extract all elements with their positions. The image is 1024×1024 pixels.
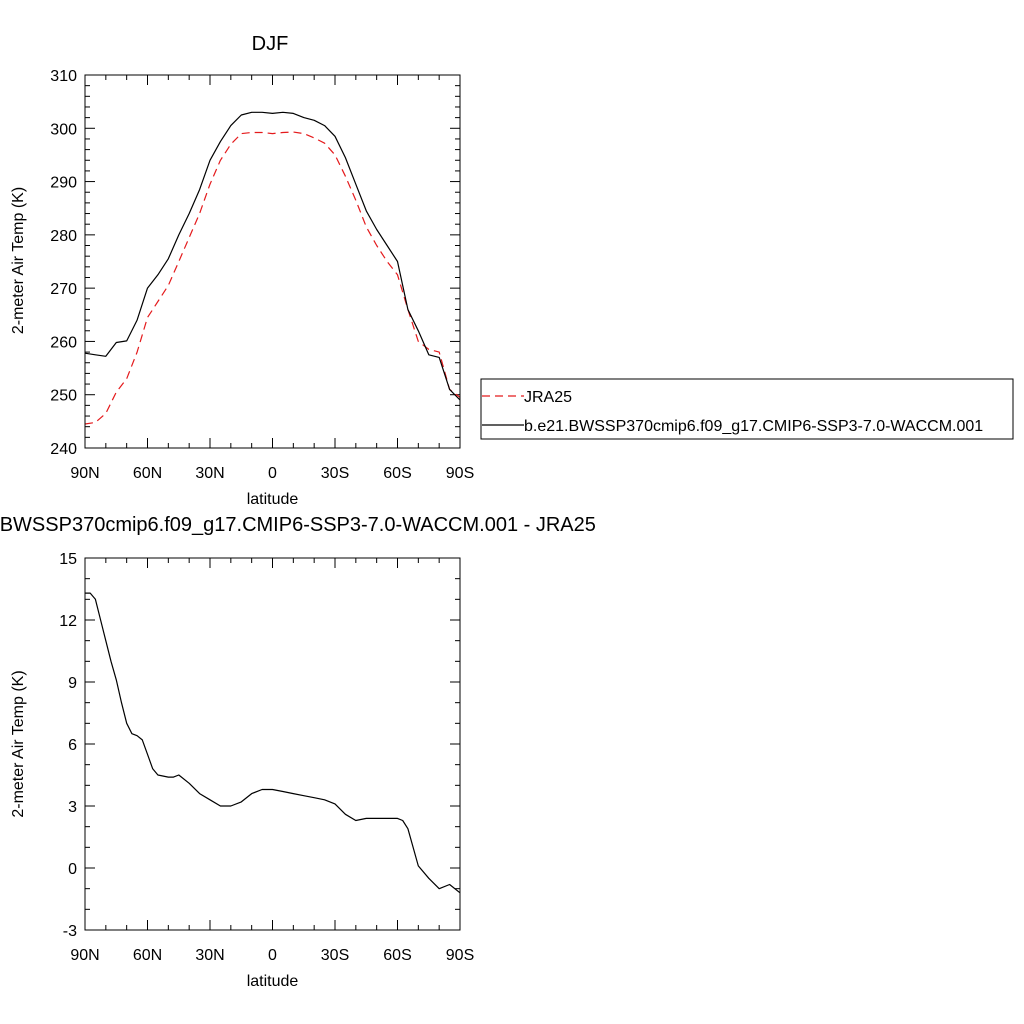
y-tick-label: 240	[50, 441, 77, 458]
top-panel: DJF 2-meter Air Temp (K) latitude 90N 60N…	[10, 33, 474, 508]
x-tick-label: 90N	[70, 947, 99, 964]
y-tick-label: 250	[50, 388, 77, 405]
x-tick-label: 90S	[446, 465, 474, 482]
y-tick-label: 6	[68, 737, 77, 754]
top-axis-ticks: 90N 60N 30N 0 30S 60S 90S 240 250 260 270 280 290 300…	[50, 68, 474, 482]
legend: JRA25 b.e21.BWSSP370cmip6.f09_g17.CMIP6-…	[480, 378, 1014, 440]
bottom-x-axis-label: latitude	[247, 973, 299, 990]
x-tick-label: 60S	[383, 465, 411, 482]
y-tick-label: 310	[50, 68, 77, 85]
y-tick-label: 0	[68, 861, 77, 878]
x-tick-label: 30N	[195, 465, 224, 482]
legend-box	[480, 378, 1014, 440]
x-tick-label: 30S	[321, 947, 349, 964]
difference-line	[85, 592, 461, 894]
bottom-chart-title: b.e21.BWSSP370cmip6.f09_g17.CMIP6-SSP3-7…	[0, 514, 596, 536]
series-line-1	[84, 111, 461, 401]
y-tick-label: 270	[50, 281, 77, 298]
legend-entry-jra25: JRA25	[524, 389, 572, 406]
y-tick-label: 260	[50, 334, 77, 351]
legend-entry-model: b.e21.BWSSP370cmip6.f09_g17.CMIP6-SSP3-7…	[524, 418, 983, 435]
y-tick-label: 15	[59, 551, 77, 568]
x-tick-label: 30S	[321, 465, 349, 482]
bottom-y-axis-label: 2-meter Air Temp (K)	[10, 670, 27, 817]
y-tick-label: 12	[59, 613, 77, 630]
top-y-axis-label: 2-meter Air Temp (K)	[10, 187, 27, 334]
y-tick-label: -3	[63, 923, 77, 940]
x-tick-label: 60N	[133, 947, 162, 964]
series-line-0	[84, 131, 461, 425]
y-tick-label: 9	[68, 675, 77, 692]
y-tick-label: 280	[50, 228, 77, 245]
top-chart-title: DJF	[252, 33, 289, 55]
x-tick-label: 0	[268, 465, 277, 482]
top-x-axis-label: latitude	[247, 491, 299, 508]
top-series-lines	[84, 111, 461, 425]
bottom-series-lines	[85, 592, 461, 894]
x-tick-label: 60N	[133, 465, 162, 482]
x-tick-label: 90S	[446, 947, 474, 964]
y-tick-label: 290	[50, 175, 77, 192]
bottom-plot-frame	[84, 557, 461, 931]
x-tick-label: 30N	[195, 947, 224, 964]
y-tick-label: 300	[50, 121, 77, 138]
x-tick-label: 60S	[383, 947, 411, 964]
x-tick-label: 90N	[70, 465, 99, 482]
x-tick-label: 0	[268, 947, 277, 964]
top-plot-frame	[84, 74, 461, 449]
bottom-axis-ticks: 90N 60N 30N 0 30S 60S 90S -3 0 3 6 9 12 15	[59, 551, 474, 964]
y-tick-label: 3	[68, 799, 77, 816]
bottom-panel: b.e21.BWSSP370cmip6.f09_g17.CMIP6-SSP3-7…	[0, 514, 596, 990]
